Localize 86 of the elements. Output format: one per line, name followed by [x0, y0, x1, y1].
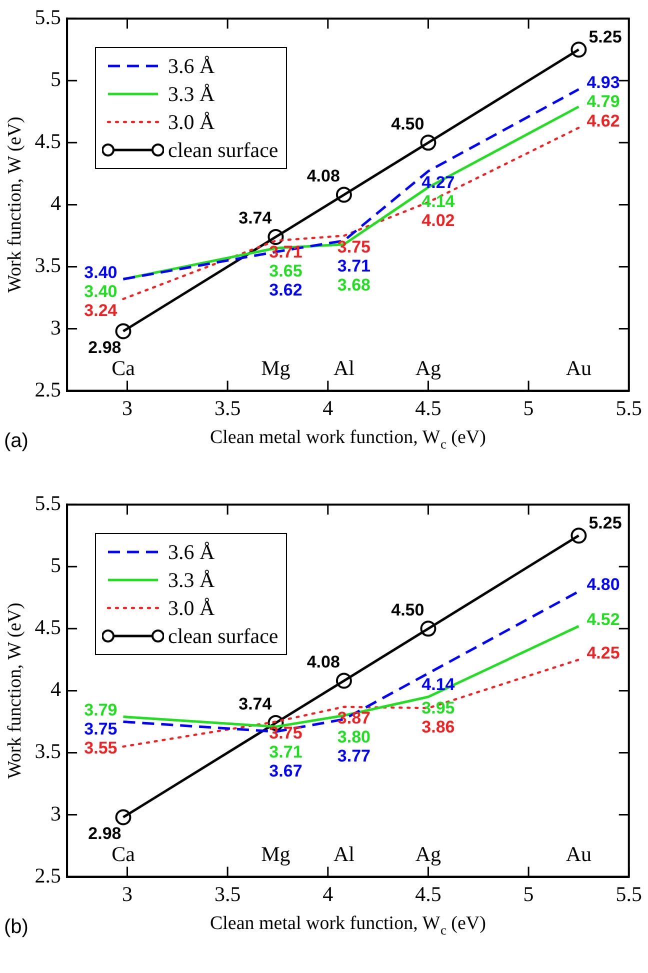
- data-label: 2.98: [88, 824, 122, 843]
- data-label: 3.75: [84, 719, 118, 738]
- legend-label: 3.6 Å: [168, 538, 215, 566]
- annotation: Ca: [112, 842, 136, 866]
- data-label: 4.50: [391, 600, 424, 620]
- x-tick-label: 3: [122, 396, 132, 420]
- data-label: 4.52: [586, 610, 620, 629]
- x-tick-label: 5: [523, 882, 534, 906]
- annotation: Ag: [415, 842, 442, 866]
- legend-label: 3.0 Å: [168, 594, 215, 622]
- y-axis-title: Work function, W (eV): [4, 602, 26, 779]
- data-label: 3.67: [269, 761, 302, 780]
- data-label: 4.80: [586, 575, 620, 594]
- y-tick-label: 5: [50, 553, 62, 578]
- legend-label: 3.6 Å: [168, 52, 215, 80]
- annotation: Ag: [415, 356, 442, 380]
- data-label: 3.65: [269, 261, 302, 280]
- y-tick-label: 4: [50, 677, 62, 702]
- data-label: 4.08: [306, 652, 340, 672]
- data-label: 3.77: [337, 746, 370, 766]
- data-label: 3.95: [422, 698, 455, 718]
- data-label: 3.71: [269, 742, 302, 762]
- data-label: 2.98: [88, 338, 122, 357]
- annotation: Mg: [261, 842, 291, 866]
- x-tick-label: 5.5: [616, 396, 642, 420]
- annotation: Al: [333, 842, 355, 866]
- x-tick-label: 4: [322, 396, 334, 420]
- data-label: 3.71: [337, 256, 370, 276]
- annotation: Au: [566, 356, 592, 380]
- x-tick-label: 4: [322, 882, 334, 906]
- data-label: 4.79: [586, 92, 620, 112]
- x-tick-label: 4.5: [415, 396, 442, 420]
- data-label: 4.14: [422, 675, 456, 694]
- data-label: 3.40: [84, 262, 118, 282]
- data-label: 3.80: [337, 728, 370, 747]
- y-tick-label: 3.5: [34, 253, 62, 278]
- legend-label: 3.3 Å: [168, 566, 215, 594]
- data-label: 5.25: [588, 27, 622, 46]
- y-tick-label: 3.5: [34, 739, 62, 764]
- y-tick-label: 3: [50, 801, 62, 826]
- annotation: Mg: [261, 356, 291, 380]
- y-tick-label: 5: [50, 67, 62, 92]
- y-tick-label: 4.5: [34, 129, 62, 154]
- y-axis-title: Work function, W (eV): [4, 116, 26, 293]
- x-tick-label: 5: [523, 396, 534, 420]
- y-tick-label: 2.5: [34, 377, 62, 402]
- data-label: 4.25: [586, 643, 620, 662]
- legend-label: 3.0 Å: [168, 108, 215, 136]
- data-label: 4.14: [422, 192, 456, 211]
- legend-label: clean surface: [168, 622, 278, 650]
- data-label: 3.75: [337, 237, 370, 256]
- legend-label: clean surface: [168, 136, 278, 164]
- data-label: 3.40: [84, 282, 118, 301]
- data-label: 3.68: [337, 275, 370, 294]
- data-label: 3.86: [422, 718, 455, 737]
- text: (b): [4, 916, 28, 938]
- y-tick-label: 4: [50, 191, 62, 216]
- data-label: 4.50: [391, 114, 424, 134]
- data-label: 3.55: [84, 738, 118, 758]
- data-label: 3.74: [238, 208, 272, 228]
- data-label: 3.24: [84, 300, 118, 320]
- legend-label: 3.3 Å: [168, 80, 215, 108]
- data-label: 4.62: [586, 111, 620, 130]
- data-label: 4.93: [586, 73, 620, 92]
- y-tick-label: 3: [50, 315, 62, 340]
- data-label: 3.62: [269, 280, 302, 300]
- data-label: 3.74: [238, 694, 272, 714]
- text: (a): [4, 430, 28, 452]
- data-label: 4.02: [422, 210, 455, 230]
- y-tick-label: 2.5: [34, 863, 62, 888]
- data-label: 3.79: [84, 700, 118, 720]
- annotation: Au: [566, 842, 592, 866]
- x-tick-label: 3.5: [214, 396, 241, 420]
- x-tick-label: 4.5: [415, 882, 442, 906]
- x-tick-label: 3: [122, 882, 132, 906]
- annotation: Ca: [112, 356, 136, 380]
- x-tick-label: 5.5: [616, 882, 642, 906]
- data-label: 5.25: [588, 513, 622, 532]
- data-label: 4.08: [306, 166, 340, 186]
- y-tick-label: 4.5: [34, 615, 62, 640]
- y-tick-label: 5.5: [34, 5, 62, 30]
- annotation: Al: [333, 356, 355, 380]
- data-label: 3.87: [337, 708, 370, 728]
- x-tick-label: 3.5: [214, 882, 241, 906]
- data-label: 3.75: [269, 723, 302, 742]
- y-tick-label: 5.5: [34, 491, 62, 516]
